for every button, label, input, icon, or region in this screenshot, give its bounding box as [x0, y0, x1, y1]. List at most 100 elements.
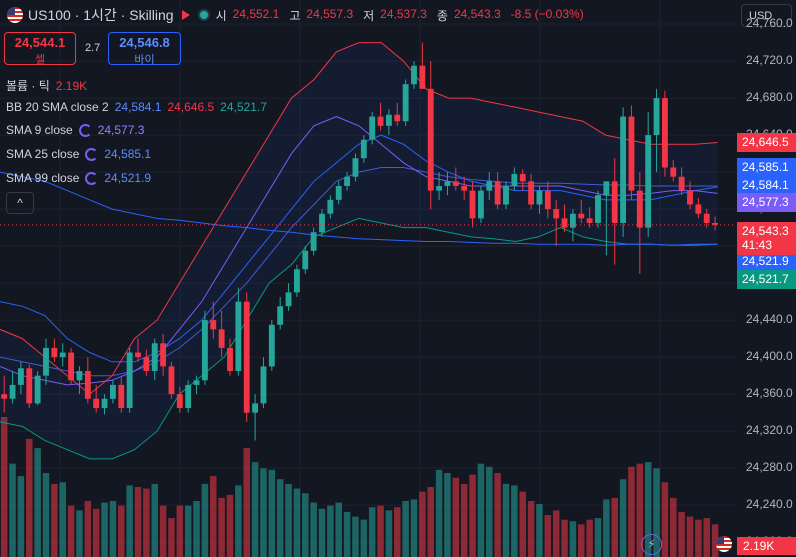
sell-price: 24,544.1: [14, 35, 66, 50]
candle-body: [243, 301, 250, 413]
bollinger-band-fill: [0, 42, 718, 459]
candle-body: [687, 190, 693, 205]
loading-icon: [78, 123, 92, 137]
candle-body: [344, 176, 351, 186]
volume-bar: [636, 463, 644, 557]
volume-bar: [310, 502, 317, 557]
currency-selector[interactable]: USD: [741, 4, 792, 27]
volume-bar: [435, 469, 443, 557]
volume-bar: [511, 485, 518, 557]
candle-body: [377, 116, 384, 126]
candle-body: [68, 352, 75, 381]
candle-body: [201, 320, 208, 381]
legend-bollinger[interactable]: BB 20 SMA close 2 24,584.1 24,646.5 24,5…: [6, 100, 267, 114]
volume-bar: [661, 482, 669, 557]
sma9-legend-value: 24,577.3: [97, 123, 145, 137]
legend-sma9[interactable]: SMA 9 close 24,577.3: [6, 123, 144, 137]
volume-bar: [586, 519, 593, 557]
volume-bar: [67, 505, 75, 557]
candlesticks: [1, 42, 719, 441]
volume-bar: [101, 502, 108, 557]
lightning-icon[interactable]: ⚡: [641, 534, 662, 555]
volume-bar: [318, 508, 326, 557]
candle-body: [578, 213, 585, 219]
candle-body: [101, 398, 108, 409]
price-tag: 24,521.9: [737, 252, 796, 271]
candle-body: [595, 195, 601, 223]
volume-bar: [385, 510, 393, 557]
candle-body: [17, 368, 24, 385]
volume-bar: [159, 505, 167, 557]
volume-bar: [711, 524, 719, 557]
volume-bar: [201, 483, 209, 557]
volume-bar: [92, 508, 100, 557]
currency-label: USD: [749, 10, 773, 22]
price-tick-label: 24,720.0: [746, 53, 793, 68]
buy-button[interactable]: 24,546.8 바이: [108, 32, 181, 66]
candle-body: [126, 352, 133, 409]
us-flag-icon: [7, 7, 23, 23]
candle-body: [302, 250, 309, 270]
loading-icon: [85, 147, 99, 161]
volume-bar: [695, 519, 702, 557]
candle-body: [544, 190, 551, 210]
candle-body: [670, 167, 677, 177]
candle-body: [569, 213, 576, 228]
price-tag: 24,646.5: [737, 133, 796, 152]
price-tick-label: 24,240.0: [746, 497, 793, 512]
candle-body: [176, 394, 183, 409]
sma99-legend-label: SMA 99 close: [6, 171, 80, 185]
sma99-legend-value: 24,521.9: [104, 171, 152, 185]
low-label: 저: [363, 8, 375, 23]
volume-bar: [527, 501, 535, 557]
legend-sma25[interactable]: SMA 25 close 24,585.1: [6, 147, 151, 161]
candle-body: [536, 190, 543, 205]
volume-bar: [193, 501, 200, 557]
legend-volume[interactable]: 볼륨 · 틱 2.19K: [6, 77, 87, 94]
volume-bar: [276, 479, 284, 557]
candle-body: [411, 65, 417, 85]
loading-icon: [85, 171, 99, 185]
candle-body: [160, 343, 167, 367]
volume-bar: [26, 438, 33, 557]
market-closed-icon: [181, 10, 190, 20]
volume-bar: [544, 515, 552, 557]
candle-body: [620, 116, 627, 223]
change-value: -8.5 (−0.03%): [510, 6, 584, 21]
candle-body: [252, 403, 259, 413]
candle-body: [310, 232, 317, 251]
collapse-legend-button[interactable]: ^: [6, 192, 34, 214]
volume-bar: [561, 519, 568, 557]
volume-bar: [260, 468, 267, 557]
candle-body: [135, 352, 141, 358]
volume-bar: [327, 505, 334, 557]
volume-bar: [126, 485, 133, 557]
volume-bar: [176, 505, 184, 557]
candle-body: [452, 181, 459, 186]
candle-body: [503, 185, 509, 205]
candle-body: [402, 84, 409, 122]
bb-upper-value: 24,646.5: [167, 100, 215, 114]
volume-bar: [644, 462, 652, 557]
price-tag: 24,585.1: [737, 158, 796, 177]
chevron-up-icon: ^: [17, 196, 23, 210]
candle-body: [293, 269, 300, 293]
volume-bar: [686, 516, 694, 557]
volume-bar: [84, 501, 92, 557]
candle-body: [436, 185, 443, 191]
volume-bar: [486, 466, 493, 557]
volume-bar: [377, 505, 384, 557]
volume-bar: [335, 502, 342, 557]
candle-body: [636, 190, 643, 228]
symbol-title[interactable]: US100 · 1시간 · Skilling: [28, 7, 174, 23]
legend-sma99[interactable]: SMA 99 close 24,521.9: [6, 171, 151, 185]
candle-body: [218, 329, 225, 348]
volume-bar: [59, 482, 66, 557]
sell-button[interactable]: 24,544.1 셀: [4, 32, 76, 66]
candle-body: [661, 98, 668, 168]
volume-bar: [0, 417, 8, 557]
price-tag: 24,521.7: [737, 270, 796, 289]
candle-body: [185, 384, 192, 409]
bb-lower-value: 24,521.7: [220, 100, 267, 114]
